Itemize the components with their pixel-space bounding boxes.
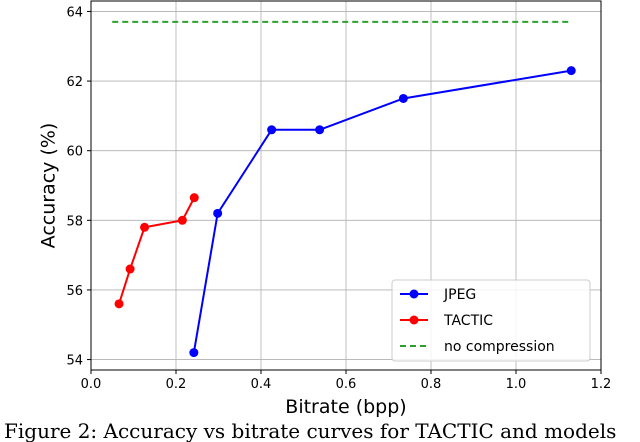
- data-point: [566, 66, 576, 76]
- series-jpeg: [189, 66, 576, 358]
- data-point: [315, 125, 325, 135]
- x-tick-label: 1.2: [591, 377, 612, 392]
- legend-marker: [409, 315, 419, 325]
- data-point: [125, 264, 135, 274]
- y-axis-ticks: 54 56 58 60 62 64: [66, 5, 91, 369]
- data-point: [267, 125, 277, 135]
- legend: JPEG TACTIC no compression: [391, 279, 591, 362]
- x-tick-label: 0.6: [336, 377, 357, 392]
- x-axis-ticks: 0.0 0.2 0.4 0.6 0.8 1.0 1.2: [81, 370, 612, 392]
- series-line: [118, 197, 196, 305]
- data-point: [114, 299, 124, 309]
- series-line: [192, 69, 572, 353]
- data-point: [189, 193, 199, 203]
- accuracy-bitrate-chart: 0.0 0.2 0.4 0.6 0.8 1.0 1.2 54 56 58 60 62 64 Bitra…: [38, 0, 612, 418]
- data-point: [398, 93, 408, 103]
- legend-label: JPEG: [443, 287, 476, 303]
- x-tick-label: 0.2: [166, 377, 187, 392]
- x-tick-label: 0.8: [421, 377, 442, 392]
- grid: [90, 1, 602, 370]
- series-tactic: [114, 193, 199, 309]
- legend-label: TACTIC: [443, 313, 493, 329]
- figure-caption: Figure 2: Accuracy vs bitrate curves for…: [4, 420, 617, 442]
- x-tick-label: 0.0: [81, 377, 102, 392]
- y-tick-label: 58: [66, 214, 83, 229]
- y-tick-label: 56: [66, 284, 83, 299]
- plot-area: [112, 20, 576, 358]
- x-tick-label: 0.4: [251, 377, 272, 392]
- data-point: [140, 222, 150, 232]
- legend-box: [391, 279, 591, 362]
- legend-item: TACTIC: [400, 313, 493, 329]
- legend-label: no compression: [444, 339, 555, 355]
- y-tick-label: 64: [66, 5, 83, 20]
- y-tick-label: 54: [66, 354, 83, 369]
- x-axis-label: Bitrate (bpp): [285, 396, 406, 418]
- legend-item: no compression: [400, 339, 555, 355]
- data-point: [177, 215, 187, 225]
- data-point: [213, 208, 223, 218]
- legend-marker: [409, 289, 419, 299]
- y-axis-label: Accuracy (%): [38, 123, 60, 249]
- x-tick-label: 1.0: [506, 377, 527, 392]
- y-tick-label: 62: [66, 75, 83, 90]
- data-point: [189, 348, 199, 358]
- legend-item: JPEG: [400, 287, 476, 303]
- y-tick-label: 60: [66, 145, 83, 160]
